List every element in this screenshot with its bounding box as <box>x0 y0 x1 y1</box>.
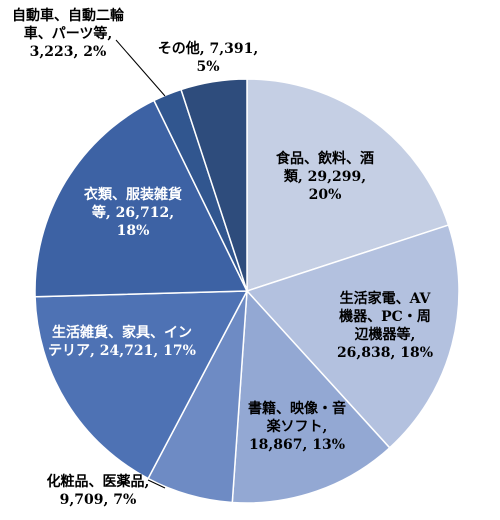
slice-labels: 食品、飲料、酒類, 29,299, 20% 生活家電、AV 機器、PC・周辺機器等, 2… <box>12 7 433 508</box>
slice-label-5: 生活雑貨、家具、インテリア, 24,721, 17% <box>48 324 196 359</box>
pie-slice-3 <box>231 289 391 504</box>
slice-label-1: 食品、飲料、酒類, 29,299, 20% <box>276 150 374 203</box>
leader-line-4 <box>147 479 166 489</box>
pie-slices <box>34 78 460 504</box>
leader-line-7 <box>115 39 166 97</box>
leader-lines <box>115 39 166 489</box>
pie-slice-8 <box>180 78 248 292</box>
pie-slice-6 <box>34 99 249 298</box>
slice-label-4: 化粧品、医薬品, 9,709, 7% <box>47 473 150 508</box>
slice-label-7: 自動車、自動二輪車、パーツ等, 3,223, 2% <box>12 7 125 60</box>
slice-label-6: 衣類、服装雑貨等, 26,712, 18% <box>84 186 182 239</box>
slice-label-3: 書籍、映像・音楽ソフト, 18,867, 13% <box>248 400 346 453</box>
slice-label-2: 生活家電、AV 機器、PC・周辺機器等, 26,838, 18% <box>337 290 433 361</box>
pie-slice-2 <box>245 224 460 449</box>
pie-slice-5 <box>34 290 249 480</box>
pie-slice-1 <box>246 78 450 293</box>
slice-label-8: その他, 7,391, 5% <box>158 40 258 75</box>
